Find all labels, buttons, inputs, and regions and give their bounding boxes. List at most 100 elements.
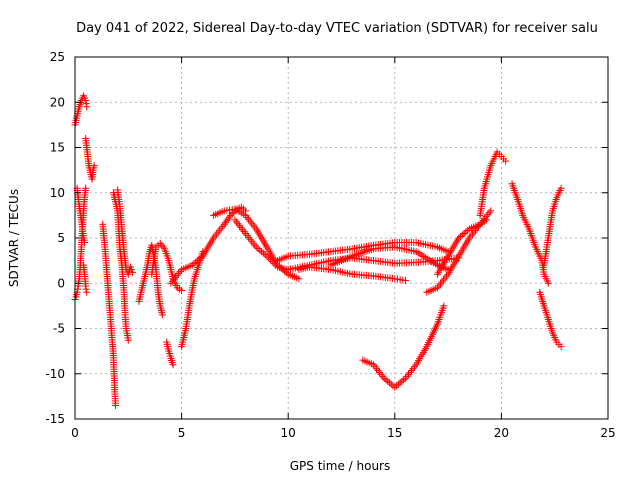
axis-ticks: 0 5 10 15 20 25 -15 -10 -5 0 5 10 15 20 25 bbox=[45, 50, 615, 440]
y-axis-label: SDTVAR / TECUs bbox=[7, 189, 21, 287]
data-point bbox=[455, 234, 463, 242]
y-tick-label: -15 bbox=[45, 412, 65, 426]
data-point-fill bbox=[394, 380, 402, 388]
data-point-fill bbox=[223, 217, 231, 225]
data-point-fill bbox=[213, 230, 221, 238]
data-point-fill bbox=[485, 209, 493, 217]
data-point-fill bbox=[234, 220, 242, 228]
data-point bbox=[401, 374, 409, 382]
data-point-fill bbox=[239, 226, 247, 234]
data-point-fill bbox=[374, 367, 382, 375]
y-tick-label: 15 bbox=[50, 141, 65, 155]
data-point-fill bbox=[82, 285, 90, 293]
data-point-fill bbox=[235, 222, 243, 230]
data-point-fill bbox=[259, 249, 267, 257]
data-point-fill bbox=[441, 274, 449, 282]
data-point bbox=[188, 261, 196, 269]
grid bbox=[75, 57, 608, 419]
y-tick-label: 10 bbox=[50, 186, 65, 200]
y-tick-label: 5 bbox=[57, 231, 65, 245]
data-point-fill bbox=[265, 254, 273, 262]
data-points bbox=[71, 92, 565, 409]
data-point-fill bbox=[409, 365, 417, 373]
data-point-fill bbox=[396, 379, 404, 387]
data-point-fill bbox=[159, 243, 167, 251]
data-point bbox=[83, 103, 91, 111]
data-point-fill bbox=[175, 270, 183, 278]
data-point-fill bbox=[387, 380, 395, 388]
data-point-fill bbox=[216, 226, 224, 234]
data-point bbox=[440, 302, 448, 310]
y-tick-label: -10 bbox=[45, 367, 65, 381]
data-point-fill bbox=[406, 368, 414, 376]
data-point-fill bbox=[436, 280, 444, 288]
data-point bbox=[263, 252, 271, 260]
data-point bbox=[82, 282, 90, 290]
data-point bbox=[557, 343, 565, 351]
x-axis-label: GPS time / hours bbox=[290, 459, 391, 473]
data-point bbox=[544, 279, 552, 287]
data-point bbox=[502, 157, 510, 165]
data-point-fill bbox=[237, 224, 245, 232]
data-point-fill bbox=[405, 370, 413, 378]
data-point-fill bbox=[217, 224, 225, 232]
data-point-fill bbox=[385, 379, 393, 387]
data-point bbox=[227, 211, 235, 219]
data-point bbox=[169, 361, 177, 369]
data-point bbox=[83, 288, 91, 296]
data-point-fill bbox=[249, 221, 257, 229]
y-tick-label: 20 bbox=[50, 95, 65, 109]
data-point bbox=[158, 311, 166, 319]
data-point bbox=[112, 401, 120, 409]
x-tick-label: 15 bbox=[387, 426, 402, 440]
data-point bbox=[557, 184, 565, 192]
data-point-fill bbox=[256, 246, 264, 254]
data-point-fill bbox=[232, 218, 240, 226]
data-point-fill bbox=[440, 276, 448, 284]
data-point-fill bbox=[245, 233, 253, 241]
data-point-fill bbox=[195, 255, 203, 263]
data-point-fill bbox=[190, 260, 198, 268]
data-point-fill bbox=[243, 231, 251, 239]
data-point-fill bbox=[240, 228, 248, 236]
data-point bbox=[90, 162, 98, 170]
data-point bbox=[482, 216, 490, 224]
data-point bbox=[124, 336, 132, 344]
data-point-fill bbox=[376, 368, 384, 376]
data-point-fill bbox=[457, 232, 465, 240]
data-point-fill bbox=[192, 258, 200, 266]
data-point-fill bbox=[258, 248, 266, 256]
data-point-fill bbox=[270, 259, 278, 267]
x-tick-label: 10 bbox=[281, 426, 296, 440]
data-point-fill bbox=[82, 100, 90, 108]
data-point-fill bbox=[268, 258, 276, 266]
data-point bbox=[156, 239, 164, 247]
data-point-fill bbox=[377, 370, 385, 378]
data-point-fill bbox=[254, 245, 262, 253]
x-tick-label: 5 bbox=[178, 426, 186, 440]
data-point-fill bbox=[245, 215, 253, 223]
x-tick-label: 25 bbox=[600, 426, 615, 440]
data-point bbox=[129, 268, 137, 276]
data-point-fill bbox=[272, 261, 280, 269]
data-point bbox=[391, 383, 399, 391]
data-point-fill bbox=[194, 257, 202, 265]
data-point bbox=[295, 275, 303, 283]
y-tick-label: 0 bbox=[57, 276, 65, 290]
data-point-fill bbox=[248, 237, 256, 245]
data-point-fill bbox=[393, 382, 401, 390]
data-point-fill bbox=[214, 228, 222, 236]
data-point-fill bbox=[243, 213, 251, 221]
data-point bbox=[242, 229, 250, 237]
data-point bbox=[81, 239, 89, 247]
data-point-fill bbox=[246, 235, 254, 243]
data-point-fill bbox=[382, 376, 390, 384]
chart-title: Day 041 of 2022, Sidereal Day-to-day VTE… bbox=[76, 21, 598, 36]
data-point-fill bbox=[468, 230, 476, 238]
data-point-fill bbox=[458, 231, 466, 239]
data-point bbox=[380, 374, 388, 382]
data-point bbox=[401, 277, 409, 285]
data-point bbox=[487, 207, 495, 215]
x-tick-label: 20 bbox=[494, 426, 509, 440]
